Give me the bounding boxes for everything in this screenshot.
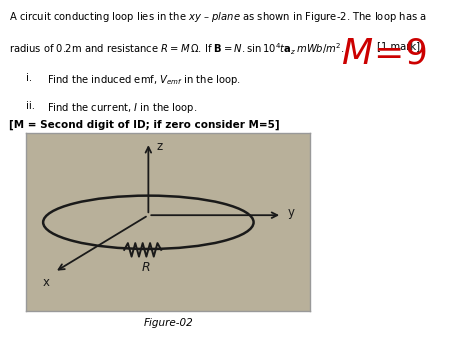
Text: Find the current, $I$ in the loop.: Find the current, $I$ in the loop.: [47, 101, 198, 115]
Text: [M = Second digit of ID; if zero consider M=5]: [M = Second digit of ID; if zero conside…: [9, 120, 279, 130]
Text: z: z: [157, 141, 163, 154]
Text: Find the induced emf, $V_{emf}$ in the loop.: Find the induced emf, $V_{emf}$ in the l…: [47, 73, 241, 87]
Text: x: x: [43, 276, 49, 289]
Text: [1 mark]: [1 mark]: [377, 42, 420, 52]
Text: i.: i.: [26, 73, 32, 83]
Text: $R$: $R$: [141, 261, 150, 274]
Text: Figure-02: Figure-02: [144, 318, 193, 328]
Text: $M\!=\!9$: $M\!=\!9$: [341, 36, 428, 70]
Text: y: y: [288, 206, 295, 219]
Text: radius of 0.2m and resistance $R = M\,\Omega$. If $\mathbf{B} = N.\sin10^4t\math: radius of 0.2m and resistance $R = M\,\O…: [9, 42, 344, 57]
Text: A circuit conducting loop lies in the $xy$ – $plane$ as shown in Figure-2. The l: A circuit conducting loop lies in the $x…: [9, 10, 427, 24]
Text: ii.: ii.: [26, 101, 35, 111]
